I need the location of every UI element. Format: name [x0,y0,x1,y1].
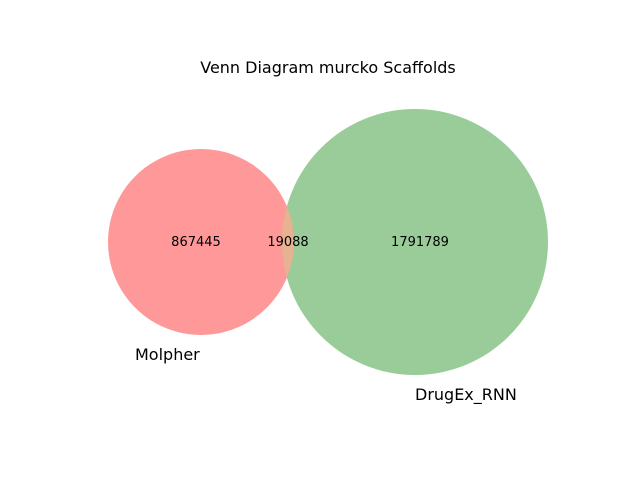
intersection-count: 19088 [267,235,308,250]
set-label-drugex-rnn: DrugEx_RNN [415,385,517,405]
set-circle-drugex-rnn [282,109,548,375]
set-circle-molpher [108,149,294,335]
drugex-rnn-only-count: 1791789 [391,235,449,250]
set-label-molpher: Molpher [135,345,200,364]
molpher-only-count: 867445 [171,235,221,250]
chart-title: Venn Diagram murcko Scaffolds [200,58,456,77]
